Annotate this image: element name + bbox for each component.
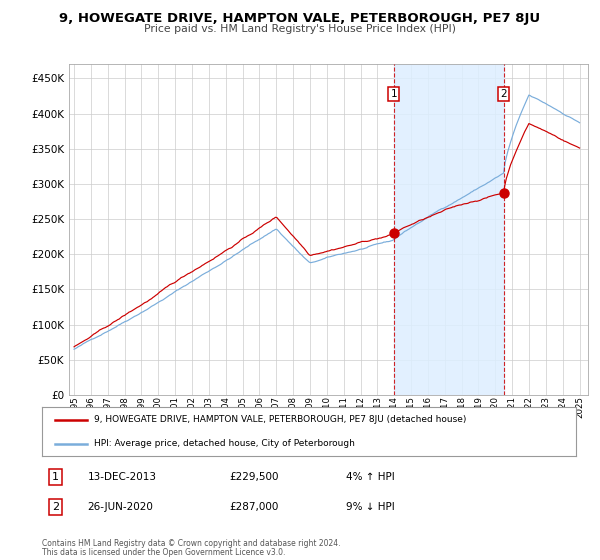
Text: £287,000: £287,000	[229, 502, 278, 512]
Text: This data is licensed under the Open Government Licence v3.0.: This data is licensed under the Open Gov…	[42, 548, 286, 557]
Text: 9% ↓ HPI: 9% ↓ HPI	[346, 502, 395, 512]
Text: 1: 1	[52, 472, 59, 482]
Text: 4% ↑ HPI: 4% ↑ HPI	[346, 472, 395, 482]
Text: 1: 1	[391, 89, 397, 99]
Text: HPI: Average price, detached house, City of Peterborough: HPI: Average price, detached house, City…	[94, 439, 355, 448]
Text: 13-DEC-2013: 13-DEC-2013	[88, 472, 157, 482]
Text: 9, HOWEGATE DRIVE, HAMPTON VALE, PETERBOROUGH, PE7 8JU: 9, HOWEGATE DRIVE, HAMPTON VALE, PETERBO…	[59, 12, 541, 25]
Text: Price paid vs. HM Land Registry's House Price Index (HPI): Price paid vs. HM Land Registry's House …	[144, 24, 456, 34]
Text: 9, HOWEGATE DRIVE, HAMPTON VALE, PETERBOROUGH, PE7 8JU (detached house): 9, HOWEGATE DRIVE, HAMPTON VALE, PETERBO…	[94, 416, 466, 424]
Text: 2: 2	[500, 89, 507, 99]
Text: 26-JUN-2020: 26-JUN-2020	[88, 502, 153, 512]
Bar	[394, 64, 503, 395]
Text: 2: 2	[52, 502, 59, 512]
Text: Contains HM Land Registry data © Crown copyright and database right 2024.: Contains HM Land Registry data © Crown c…	[42, 539, 341, 548]
Text: £229,500: £229,500	[229, 472, 278, 482]
